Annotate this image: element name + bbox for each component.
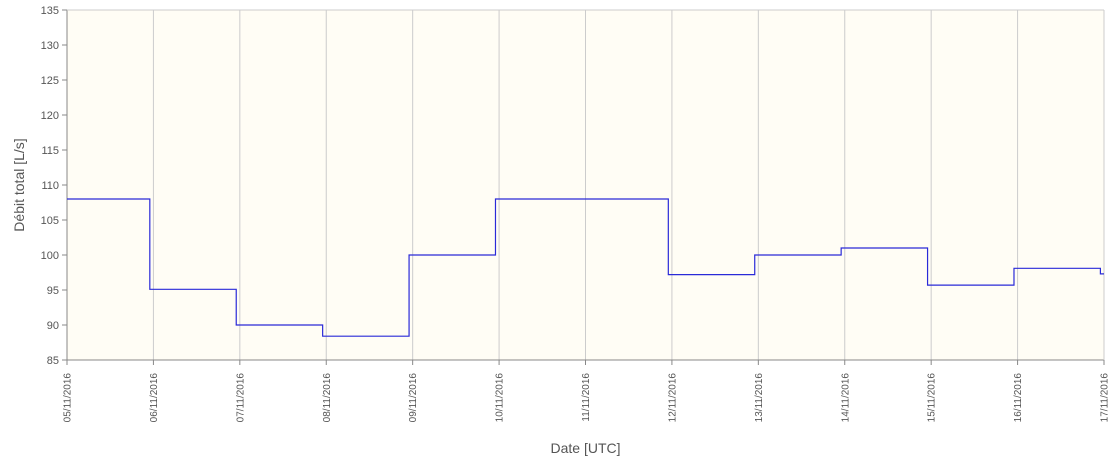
- x-tick-label: 11/11/2016: [581, 373, 592, 422]
- grid-lines: [152, 10, 1019, 360]
- x-axis-label: Date [UTC]: [550, 440, 620, 456]
- y-tick-label: 115: [41, 145, 59, 157]
- y-tick-label: 100: [41, 250, 59, 262]
- y-tick-label: 135: [41, 5, 59, 17]
- x-tick-label: 14/11/2016: [840, 373, 851, 423]
- series-line: [67, 198, 1104, 337]
- y-tick-label: 85: [47, 355, 59, 367]
- y-tick-label: 95: [47, 285, 59, 297]
- x-tick-label: 16/11/2016: [1013, 373, 1024, 423]
- y-tick-label: 120: [41, 110, 59, 122]
- y-tick-label: 130: [41, 40, 59, 52]
- y-axis-ticks: 85 90 95 100 105 110 115 120 125 130 135: [41, 5, 67, 367]
- y-tick-label: 105: [41, 215, 59, 227]
- x-tick-label: 07/11/2016: [235, 373, 246, 423]
- y-tick-label: 125: [41, 75, 59, 87]
- y-tick-label: 90: [47, 320, 59, 332]
- y-axis-label: Débit total [L/s]: [11, 138, 27, 231]
- x-axis-ticks: 05/11/2016 06/11/2016 07/11/2016 08/11/2016…: [63, 360, 1111, 422]
- x-tick-label: 13/11/2016: [754, 373, 765, 423]
- x-tick-label: 15/11/2016: [927, 373, 938, 423]
- x-tick-label: 09/11/2016: [408, 373, 419, 423]
- x-tick-label: 17/11/2016: [1100, 373, 1111, 423]
- x-tick-label: 05/11/2016: [63, 373, 74, 423]
- x-tick-label: 12/11/2016: [667, 373, 678, 423]
- x-tick-label: 08/11/2016: [322, 373, 333, 423]
- x-tick-label: 06/11/2016: [149, 373, 160, 423]
- y-tick-label: 110: [41, 180, 59, 192]
- x-tick-label: 10/11/2016: [495, 373, 506, 423]
